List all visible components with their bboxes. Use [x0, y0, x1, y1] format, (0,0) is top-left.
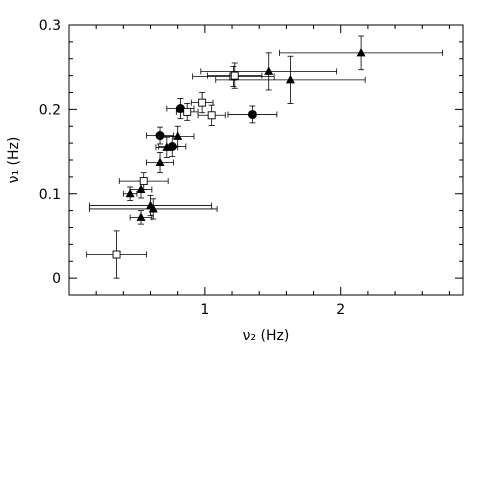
data-point	[86, 230, 147, 279]
square-marker	[207, 111, 216, 120]
circle-marker	[175, 104, 185, 114]
square-marker	[112, 250, 121, 259]
data-point	[146, 152, 175, 174]
x-tick-label: 1	[200, 302, 209, 318]
triangle-marker	[264, 66, 274, 75]
circle-marker	[247, 109, 257, 119]
data-point	[197, 104, 226, 126]
triangle-marker	[125, 188, 135, 198]
data-point	[166, 98, 195, 120]
triangle-marker	[136, 212, 146, 221]
data-point	[279, 35, 444, 71]
data-point	[227, 105, 278, 124]
square-marker	[183, 107, 192, 116]
y-tick-label: 0	[52, 271, 61, 287]
data-point	[146, 126, 175, 145]
triangle-marker	[155, 157, 165, 167]
y-tick-label: 0.2	[39, 102, 61, 118]
y-tick-label: 0.1	[39, 187, 61, 203]
data-point	[122, 186, 138, 201]
x-tick-label: 2	[336, 302, 345, 318]
triangle-marker	[173, 131, 183, 140]
y-tick-label: 0.3	[39, 18, 61, 34]
data-point	[190, 92, 214, 114]
data-marks	[86, 35, 444, 279]
square-marker	[230, 71, 239, 80]
y-axis-label: ν₁ (Hz)	[6, 137, 22, 184]
square-marker	[198, 98, 207, 107]
circle-marker	[155, 131, 165, 141]
data-point	[158, 135, 187, 158]
data-point	[200, 52, 338, 91]
triangle-marker	[136, 184, 146, 194]
triangle-marker	[148, 203, 158, 213]
data-point	[129, 210, 153, 225]
data-point	[118, 172, 169, 190]
triangle-marker	[356, 47, 366, 57]
axes: 1 2 0 0.1 0.2 0.3	[39, 18, 463, 318]
data-point	[215, 55, 366, 104]
x-axis-label: ν₂ (Hz)	[243, 328, 290, 344]
data-point	[207, 62, 263, 89]
triangle-marker	[285, 74, 295, 84]
data-point	[88, 198, 218, 220]
square-marker	[139, 177, 148, 186]
circle-marker	[167, 142, 177, 151]
